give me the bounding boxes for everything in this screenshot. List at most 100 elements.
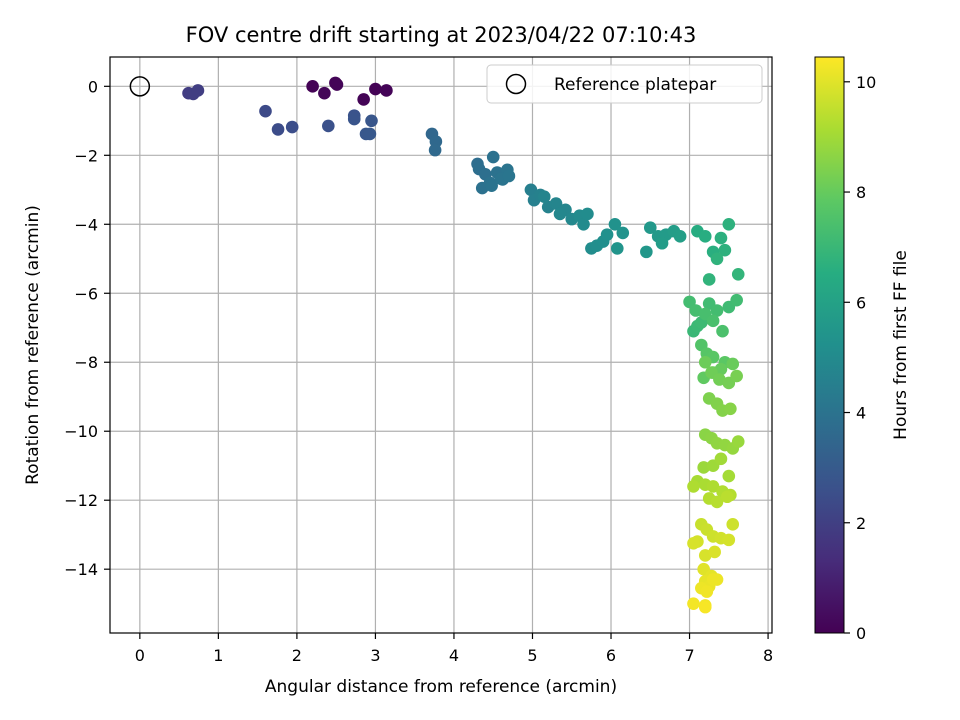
data-point (706, 480, 720, 493)
data-point (716, 324, 729, 338)
data-point (698, 355, 712, 369)
data-point (722, 217, 736, 231)
data-point (640, 245, 653, 259)
colorbar-label: Hours from first FF file (891, 250, 911, 440)
x-tick-label: 3 (370, 646, 380, 665)
data-point (610, 242, 624, 255)
data-point (428, 143, 442, 157)
data-point (365, 114, 378, 128)
plot-frame (109, 56, 773, 634)
data-point (380, 84, 393, 97)
colorbar (814, 56, 845, 634)
chart-title: FOV centre drift starting at 2023/04/22 … (186, 23, 697, 47)
data-point (616, 226, 630, 240)
y-tick-label: −2 (74, 146, 98, 165)
data-point (687, 480, 700, 493)
x-tick-label: 5 (527, 646, 537, 665)
data-point (726, 518, 740, 531)
x-tick-label: 4 (449, 646, 459, 665)
legend-box (486, 64, 763, 104)
data-point (722, 533, 736, 547)
y-tick-label: −8 (74, 353, 98, 372)
y-tick-label: −14 (64, 560, 98, 579)
colorbar-tick-label: 6 (856, 293, 866, 312)
reference-marker (129, 76, 151, 97)
data-point (553, 207, 567, 221)
grid-lines (110, 57, 772, 633)
y-tick-label: −12 (64, 491, 98, 510)
data-point (524, 183, 538, 197)
data-point (655, 236, 669, 250)
x-tick-label: 6 (606, 646, 616, 665)
colorbar-tick-label: 0 (856, 624, 866, 643)
data-points (182, 76, 745, 614)
data-point (608, 217, 622, 231)
x-tick-label: 7 (684, 646, 694, 665)
data-point (600, 228, 614, 241)
data-point (731, 435, 745, 448)
data-point (673, 230, 687, 243)
data-point (730, 369, 743, 383)
data-point (285, 120, 299, 134)
data-point (730, 293, 743, 307)
x-tick-label: 8 (763, 646, 773, 665)
reference-point (129, 76, 151, 97)
data-point (485, 179, 498, 192)
data-point (318, 86, 331, 100)
data-point (698, 600, 712, 614)
data-point (687, 537, 700, 550)
y-tick-label: −4 (74, 215, 98, 234)
x-axis-ticks: 0 1 2 3 4 5 6 7 8 (135, 633, 773, 665)
x-tick-label: 1 (213, 646, 223, 665)
data-point (708, 545, 721, 559)
legend-label: Reference platepar (554, 75, 716, 95)
data-point (697, 461, 710, 474)
data-point (731, 267, 745, 281)
data-point (718, 243, 732, 257)
data-point (710, 495, 724, 509)
data-point (683, 295, 696, 309)
data-point (722, 469, 736, 483)
data-point (724, 402, 737, 416)
y-tick-label: −6 (74, 284, 98, 303)
data-point (330, 78, 344, 91)
y-axis-label: Rotation from reference (arcmin) (23, 205, 43, 485)
data-point (191, 84, 205, 97)
x-tick-label: 0 (135, 646, 145, 665)
data-point (714, 452, 728, 466)
x-axis-label: Angular distance from reference (arcmin) (265, 677, 617, 697)
data-point (714, 231, 728, 245)
data-point (549, 197, 563, 210)
data-point (710, 252, 724, 266)
data-point (702, 273, 716, 286)
data-point (347, 112, 361, 126)
data-point (322, 119, 335, 133)
data-point (710, 573, 724, 586)
y-axis-ticks: 0 −2 −4 −6 −8 −10 −12 −14 (64, 77, 110, 579)
data-point (726, 357, 740, 371)
data-point (537, 190, 551, 203)
data-point (706, 314, 720, 328)
data-point (581, 207, 594, 221)
legend-marker (505, 73, 527, 95)
colorbar-tick-label: 2 (856, 514, 866, 533)
data-point (502, 169, 516, 183)
data-point (700, 585, 714, 598)
y-tick-label: −10 (64, 422, 98, 441)
colorbar-ticks: 0 2 4 6 8 10 (844, 73, 876, 643)
data-point (643, 221, 657, 235)
data-point (577, 217, 590, 231)
colorbar-tick-label: 10 (856, 73, 876, 92)
legend: Reference platepar (486, 64, 763, 104)
data-point (271, 123, 285, 136)
data-point (687, 597, 700, 610)
data-point (357, 93, 370, 106)
data-point (698, 230, 712, 243)
x-tick-label: 2 (292, 646, 302, 665)
data-point (710, 304, 724, 317)
y-tick-label: 0 (88, 77, 98, 96)
data-point (259, 104, 272, 118)
colorbar-tick-label: 4 (856, 404, 866, 423)
colorbar-tick-label: 8 (856, 183, 866, 202)
